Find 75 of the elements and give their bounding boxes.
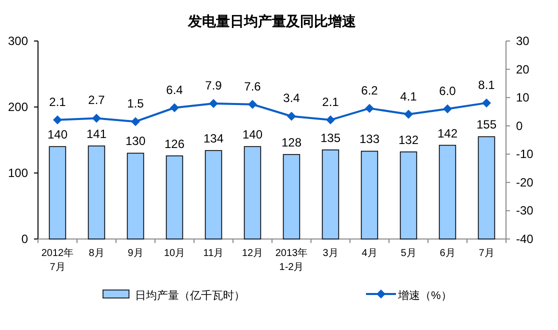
x-tick-label: 12月 bbox=[242, 248, 264, 259]
bar bbox=[88, 146, 106, 240]
point bbox=[404, 110, 413, 119]
point bbox=[92, 114, 101, 123]
data-label: 130 bbox=[125, 134, 146, 148]
data-label: 142 bbox=[437, 126, 458, 140]
data-label: 4.1 bbox=[400, 89, 418, 104]
point bbox=[170, 103, 179, 112]
point bbox=[131, 117, 140, 126]
point bbox=[326, 115, 335, 124]
legend-label: 增速（%） bbox=[397, 289, 452, 302]
data-label: 134 bbox=[203, 132, 224, 146]
point bbox=[443, 104, 452, 114]
bar bbox=[244, 146, 262, 240]
data-label: 155 bbox=[476, 118, 497, 132]
point bbox=[482, 98, 491, 108]
x-tick-label: 5月 bbox=[400, 248, 416, 259]
data-label: 1.5 bbox=[127, 96, 144, 111]
y-tick-label: 200 bbox=[8, 100, 28, 114]
data-label: 3.4 bbox=[283, 91, 300, 106]
data-label: 6.2 bbox=[361, 83, 378, 98]
data-label: 2.1 bbox=[49, 94, 66, 109]
x-tick-label: 6月 bbox=[440, 248, 456, 259]
data-label: 6.4 bbox=[166, 82, 184, 97]
data-label: 135 bbox=[320, 130, 341, 145]
y2-tick-label: -10 bbox=[516, 147, 534, 162]
y2-tick-label: -30 bbox=[516, 204, 534, 218]
y2-tick-label: 30 bbox=[516, 34, 530, 48]
point bbox=[53, 115, 62, 124]
data-label: 132 bbox=[398, 132, 419, 147]
y2-tick-label: 20 bbox=[516, 62, 530, 76]
bar bbox=[166, 155, 184, 240]
x-tick-label: 3月 bbox=[322, 248, 338, 259]
x-tick-label: 2013年 1-2月 bbox=[275, 247, 308, 273]
bar bbox=[48, 146, 66, 240]
y2-tick-label: 0 bbox=[516, 118, 523, 133]
data-label: 126 bbox=[164, 136, 185, 151]
bar bbox=[282, 154, 300, 240]
y2-tick-label: -40 bbox=[516, 232, 534, 246]
x-tick-label: 8月 bbox=[88, 248, 104, 259]
y-tick-label: 0 bbox=[21, 232, 28, 246]
data-label: 2.1 bbox=[322, 94, 340, 109]
point bbox=[248, 100, 257, 109]
y2-tick-label: 10 bbox=[516, 90, 530, 105]
bar bbox=[322, 150, 340, 240]
x-tick-label: 11月 bbox=[203, 248, 224, 259]
bar bbox=[204, 150, 222, 240]
point bbox=[365, 104, 374, 113]
x-tick-label: 2012年 7月 bbox=[41, 247, 74, 273]
data-label: 140 bbox=[47, 128, 68, 142]
bar bbox=[478, 136, 496, 240]
y2-tick-label: -20 bbox=[516, 175, 534, 190]
data-label: 128 bbox=[281, 136, 302, 150]
legend-label: 日均产量（亿千瓦时） bbox=[135, 289, 245, 302]
data-label: 7.9 bbox=[205, 78, 222, 93]
point bbox=[287, 112, 296, 121]
y-tick-label: 300 bbox=[8, 34, 28, 48]
bar bbox=[438, 144, 456, 240]
point bbox=[209, 99, 218, 108]
data-label: 141 bbox=[86, 126, 107, 141]
bar bbox=[400, 151, 418, 240]
y-tick-label: 100 bbox=[8, 166, 28, 180]
x-tick-label: 10月 bbox=[164, 248, 186, 259]
chart-title: 发电量日均产量及同比增速 bbox=[187, 13, 357, 29]
data-label: 133 bbox=[359, 132, 380, 146]
x-tick-label: 7月 bbox=[478, 248, 494, 259]
data-label: 140 bbox=[242, 128, 263, 142]
x-tick-label: 9月 bbox=[128, 248, 144, 259]
data-label: 6.0 bbox=[439, 84, 456, 98]
bar bbox=[126, 152, 144, 240]
x-tick-label: 4月 bbox=[362, 248, 378, 259]
data-label: 7.6 bbox=[244, 79, 262, 94]
data-label: 8.1 bbox=[478, 78, 496, 92]
bar bbox=[360, 150, 378, 240]
data-label: 2.7 bbox=[88, 93, 106, 108]
